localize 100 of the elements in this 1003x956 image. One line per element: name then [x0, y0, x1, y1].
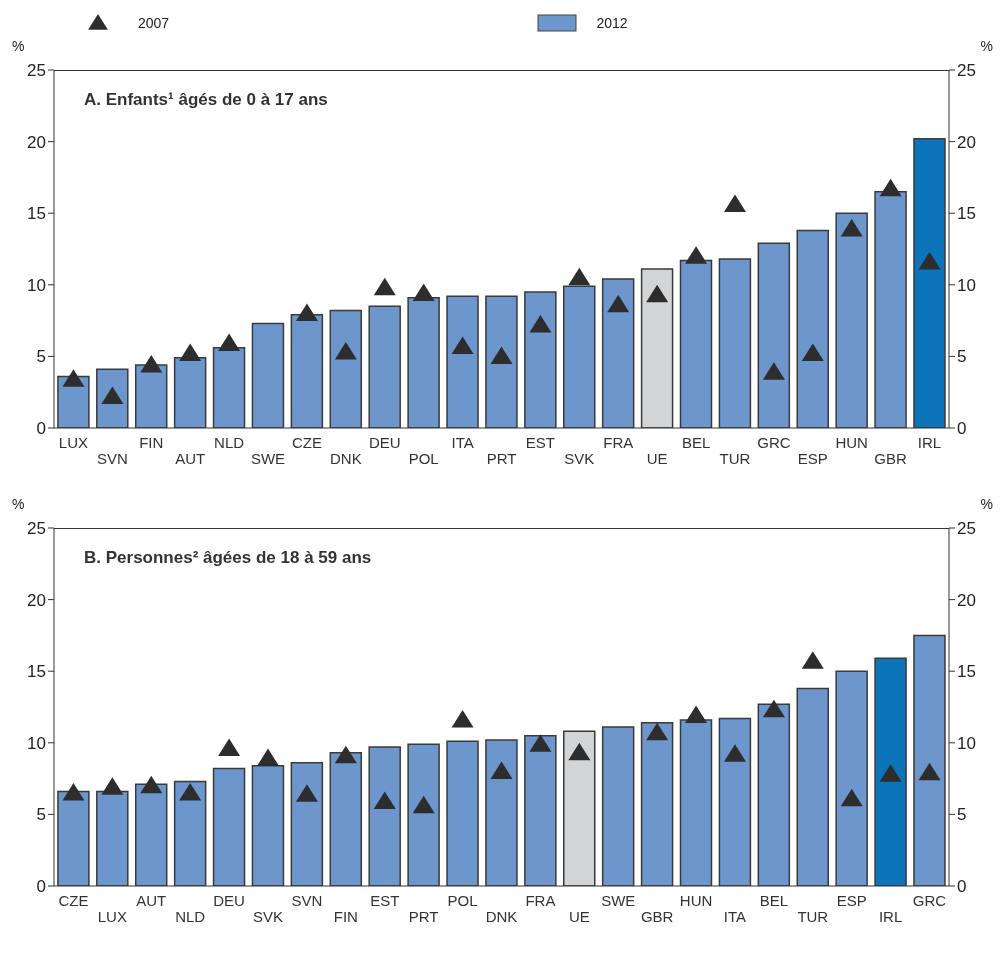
- point: [295, 303, 318, 321]
- x-tick-label: DEU: [368, 434, 401, 451]
- x-tick-label: DEU: [213, 892, 245, 909]
- x-tick-label: IRL: [878, 908, 903, 925]
- x-tick-label: ITA: [451, 434, 474, 451]
- point: [529, 314, 552, 333]
- x-tick-label: BEL: [681, 434, 711, 451]
- point: [62, 782, 85, 801]
- point: [840, 788, 863, 807]
- x-tick-label: UE: [568, 908, 590, 925]
- y-axis-title: %: [12, 496, 25, 512]
- y-tick-label: 20: [27, 590, 46, 610]
- y2-axis-title: %: [980, 38, 993, 54]
- point: [918, 251, 941, 270]
- point: [451, 709, 474, 728]
- x-tick-label: ESP: [836, 892, 867, 909]
- x-tick-label: TUR: [719, 450, 751, 467]
- point: [373, 791, 396, 810]
- point: [607, 294, 630, 313]
- y-tick-label: 5: [36, 805, 46, 825]
- y-tick-label: 5: [36, 347, 46, 367]
- x-tick-label: SWE: [601, 892, 636, 909]
- y2-tick-label: 5: [957, 347, 967, 367]
- y-tick-label: 0: [36, 419, 46, 439]
- x-tick-label: GBR: [874, 450, 908, 467]
- x-tick-label: UE: [646, 450, 668, 467]
- point: [218, 333, 241, 352]
- point: [685, 246, 708, 264]
- x-tick-label: FIN: [333, 908, 358, 925]
- x-tick-label: EST: [370, 892, 400, 909]
- x-tick-label: CZE: [58, 892, 89, 909]
- y2-tick-label: 15: [957, 662, 976, 682]
- y-tick-label: 10: [27, 733, 46, 753]
- y2-tick-label: 15: [957, 204, 976, 224]
- text: A. Enfants¹ âgés de 0 à 17 ans: [84, 90, 328, 110]
- x-tick-label: NLD: [214, 434, 245, 451]
- point: [646, 284, 669, 303]
- point: [295, 784, 318, 802]
- point: [257, 748, 280, 767]
- x-tick-label: EST: [525, 434, 556, 451]
- x-tick-label: HUN: [679, 892, 713, 909]
- point: [801, 651, 824, 669]
- legend-label: 2007: [138, 15, 170, 31]
- x-tick-label: FIN: [139, 434, 164, 451]
- y-tick-label: 25: [27, 61, 46, 81]
- x-tick-label: IRL: [917, 434, 942, 451]
- y2-tick-label: 25: [957, 61, 976, 81]
- x-tick-label: TUR: [797, 908, 829, 925]
- x-tick-label: PRT: [408, 908, 439, 925]
- point: [568, 267, 591, 286]
- x-tick-label: DNK: [330, 450, 362, 467]
- point: [451, 336, 474, 354]
- y-axis-title: %: [12, 38, 25, 54]
- point: [918, 762, 941, 781]
- point: [140, 775, 163, 794]
- y2-tick-label: 0: [957, 419, 967, 439]
- legend-label: 2012: [596, 15, 628, 31]
- point: [490, 346, 513, 364]
- point: [101, 777, 124, 795]
- point: [840, 218, 863, 237]
- point: [62, 369, 85, 387]
- x-tick-label: AUT: [136, 892, 167, 909]
- x-tick-label: ESP: [797, 450, 828, 467]
- point: [568, 742, 591, 761]
- x-tick-label: BEL: [759, 892, 789, 909]
- point: [490, 761, 513, 779]
- x-tick-label: CZE: [291, 434, 322, 451]
- x-tick-label: HUN: [835, 434, 868, 451]
- point: [762, 699, 785, 718]
- y2-tick-label: 20: [957, 590, 976, 610]
- x-tick-label: PRT: [486, 450, 517, 467]
- point: [373, 277, 396, 296]
- x-tick-label: SVK: [253, 908, 284, 925]
- y-tick-label: 15: [27, 204, 46, 224]
- x-tick-label: POL: [408, 450, 439, 467]
- y2-tick-label: 10: [957, 275, 976, 295]
- y-tick-label: 15: [27, 662, 46, 682]
- point: [762, 362, 785, 380]
- x-tick-label: LUX: [58, 434, 89, 451]
- point: [218, 738, 241, 757]
- x-tick-label: NLD: [175, 908, 206, 925]
- x-tick-label: LUX: [97, 908, 127, 925]
- y2-tick-label: 20: [957, 132, 976, 152]
- y2-tick-label: 25: [957, 519, 976, 539]
- text: B. Personnes² âgées de 18 à 59 ans: [84, 548, 372, 568]
- x-tick-label: GBR: [640, 908, 674, 925]
- y2-axis-title: %: [980, 496, 993, 512]
- x-tick-label: DNK: [485, 908, 518, 925]
- point: [685, 705, 708, 724]
- point: [801, 343, 824, 362]
- x-tick-label: SVN: [291, 892, 323, 909]
- y-tick-label: 0: [36, 877, 46, 897]
- x-tick-label: GRC: [757, 434, 791, 451]
- x-tick-label: AUT: [175, 450, 206, 467]
- x-tick-label: SVN: [96, 450, 128, 467]
- point: [529, 734, 552, 752]
- y2-tick-label: 5: [957, 805, 967, 825]
- y-tick-label: 10: [27, 275, 46, 295]
- x-tick-label: POL: [447, 892, 478, 909]
- point: [334, 745, 357, 764]
